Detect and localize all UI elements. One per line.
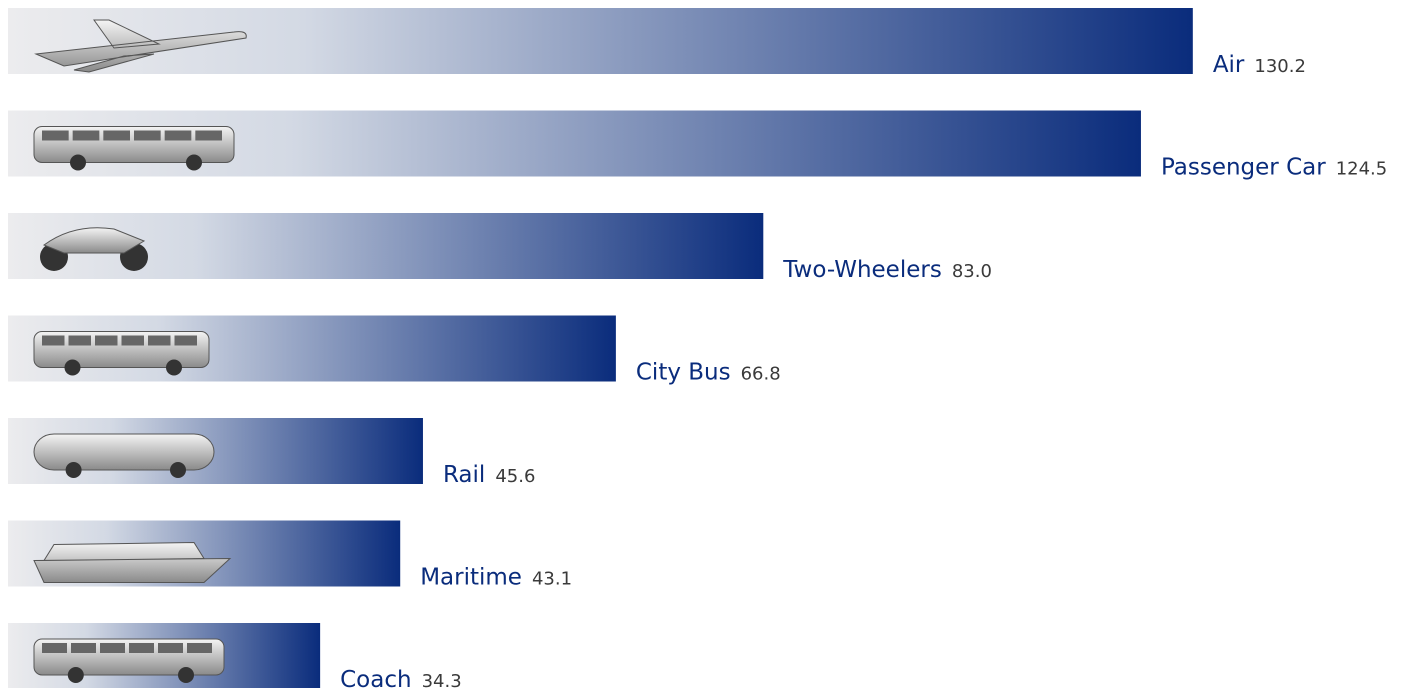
icon-wheel [166, 359, 182, 376]
icon-window [100, 643, 125, 653]
value-label: 83.0 [952, 261, 992, 282]
icon-window [103, 130, 130, 141]
vehicle-icon [33, 331, 210, 376]
icon-wheel [65, 462, 82, 478]
icon-window [42, 335, 65, 346]
vehicle-icon [33, 433, 215, 478]
icon-shape [34, 19, 247, 73]
icon-window [42, 643, 67, 653]
icon-wheel [178, 667, 194, 683]
icon-shape [33, 433, 215, 471]
icon-window [174, 335, 197, 346]
category-label: Two-Wheelers [782, 257, 942, 283]
value-label: 34.3 [422, 671, 462, 688]
icon-wheel [170, 462, 186, 478]
icon-window [121, 335, 144, 346]
icon-window [187, 643, 212, 653]
icon-window [71, 643, 96, 653]
category-label: City Bus [636, 360, 731, 386]
icon-shape [42, 227, 146, 254]
icon-window [72, 130, 100, 141]
icon-wheel [64, 359, 81, 376]
icon-window [148, 335, 171, 346]
icon-window [129, 643, 154, 653]
category-label: Maritime [420, 565, 522, 591]
category-label: Air [1213, 52, 1245, 78]
value-label: 124.5 [1336, 159, 1388, 180]
icon-wheel [70, 154, 86, 171]
icon-window [42, 130, 69, 141]
value-label: 66.8 [741, 364, 781, 385]
icon-window [158, 643, 183, 653]
vehicle-icon [33, 541, 232, 583]
icon-window [134, 130, 161, 141]
icon-window [95, 335, 118, 346]
icon-shape [33, 541, 232, 583]
vehicle-icon [33, 126, 235, 171]
icon-wheel [67, 667, 84, 683]
category-label: Passenger Car [1161, 155, 1326, 181]
icon-wheel [186, 154, 202, 171]
vehicle-icon [33, 638, 225, 683]
value-label: 43.1 [532, 569, 572, 590]
category-label: Rail [443, 462, 485, 488]
category-label: Coach [340, 667, 411, 688]
value-label: 130.2 [1254, 56, 1306, 77]
value-label: 45.6 [495, 466, 535, 487]
vehicle-icon [40, 227, 148, 271]
icon-window [68, 335, 91, 346]
vehicle-icon [34, 19, 247, 73]
icon-window [195, 130, 222, 141]
icon-window [164, 130, 192, 141]
